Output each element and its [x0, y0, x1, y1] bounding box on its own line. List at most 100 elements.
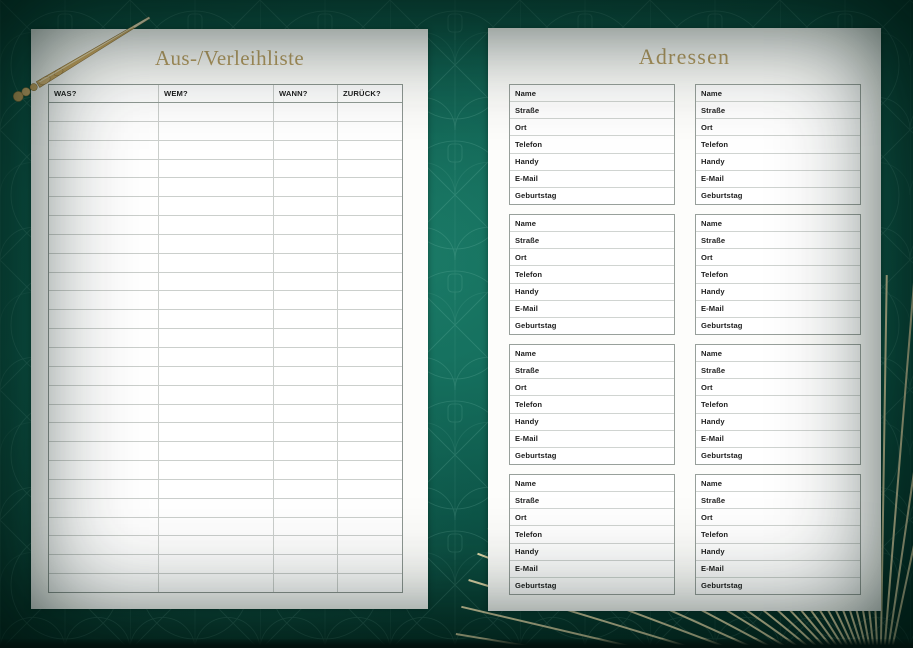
address-field-label: Ort	[515, 252, 527, 262]
lending-table-empty-cell	[159, 103, 274, 121]
lending-table-empty-cell	[49, 216, 159, 234]
address-field-row: Telefon	[696, 526, 860, 544]
lending-page-title: Aus-/Verleihliste	[154, 46, 305, 70]
address-field-label: Handy	[515, 157, 539, 167]
address-block: Name Straße Ort Telefon Handy E-Mail Geburtsta…	[695, 474, 861, 595]
lending-table-empty-cell	[338, 235, 402, 253]
address-field-row: Geburtstag	[696, 188, 860, 204]
lending-table-empty-cell	[338, 423, 402, 441]
address-field-row: Geburtstag	[510, 578, 674, 594]
lending-table-empty-cell	[274, 216, 338, 234]
lending-table-empty-cell	[274, 197, 338, 216]
lending-table-empty-cell	[274, 347, 338, 366]
lending-table-empty-cell	[159, 234, 274, 253]
address-field-row: E-Mail	[696, 301, 860, 318]
address-field-label: Telefon	[515, 269, 543, 279]
lending-table-empty-cell	[274, 423, 338, 442]
lending-table-empty-cell	[49, 404, 159, 423]
lending-table-row	[49, 574, 402, 592]
address-field-label: Geburtstag	[701, 581, 743, 591]
address-field-row: Ort	[510, 119, 674, 137]
address-field-label: Ort	[701, 122, 713, 132]
lending-table-empty-cell	[274, 291, 338, 310]
lending-table-empty-cell	[274, 310, 338, 329]
address-field-label: Name	[701, 348, 723, 358]
lending-table-empty-cell	[49, 385, 159, 404]
address-field-label: Name	[701, 88, 723, 98]
address-field-row: Ort	[510, 509, 674, 527]
address-field-row: Geburtstag	[510, 318, 674, 334]
address-field-row: Geburtstag	[510, 448, 674, 464]
lending-header-wann: WANN?	[274, 85, 338, 102]
lending-table-empty-cell	[159, 385, 274, 404]
address-field-row: Handy	[696, 544, 860, 561]
lending-table-empty-cell	[338, 405, 402, 423]
lending-table-empty-cell	[49, 310, 159, 329]
address-field-label: Straße	[515, 105, 540, 115]
address-block: Name Straße Ort Telefon Handy E-Mail Geburtsta…	[695, 214, 861, 335]
address-field-label: Geburtstag	[701, 321, 743, 331]
address-field-row: Name	[510, 215, 674, 233]
lending-table-empty-cell	[338, 291, 402, 309]
lending-table-empty-cell	[49, 253, 159, 272]
address-field-row: E-Mail	[696, 431, 860, 448]
address-field-row: Straße	[696, 362, 860, 380]
address-field-row: Geburtstag	[696, 448, 860, 464]
address-block: Name Straße Ort Telefon Handy E-Mail Geburtsta…	[509, 344, 675, 465]
lending-table-empty-cell	[338, 254, 402, 272]
address-field-label: E-Mail	[701, 174, 724, 184]
lending-list-page: Aus-/Verleihliste WAS? WEM? WANN? ZURÜCK…	[31, 29, 428, 609]
address-field-label: Ort	[701, 382, 713, 392]
address-field-label: Telefon	[701, 529, 729, 539]
address-field-label: Name	[701, 218, 723, 228]
address-field-label: Name	[515, 478, 537, 488]
address-field-row: Name	[510, 475, 674, 493]
address-field-label: Telefon	[701, 269, 729, 279]
address-field-row: E-Mail	[510, 561, 674, 578]
address-field-label: Ort	[701, 252, 713, 262]
address-field-row: Handy	[510, 544, 674, 561]
address-field-row: E-Mail	[696, 171, 860, 188]
address-field-row: Handy	[696, 414, 860, 431]
lending-table-row	[49, 234, 402, 254]
address-field-row: Ort	[510, 249, 674, 267]
lending-table-empty-cell	[49, 234, 159, 253]
address-field-row: Handy	[510, 284, 674, 301]
lending-table-empty-cell	[338, 461, 402, 479]
lending-table-empty-cell	[159, 197, 274, 216]
lending-table-row	[49, 517, 402, 537]
bottom-shadow-edge	[0, 639, 913, 648]
lending-table-empty-cell	[274, 442, 338, 461]
lending-table-row	[49, 216, 402, 235]
lending-table-empty-cell	[274, 103, 338, 121]
address-field-label: Name	[515, 218, 537, 228]
lending-table-row	[49, 178, 402, 198]
address-field-row: Name	[696, 475, 860, 493]
lending-table-row	[49, 291, 402, 311]
lending-table-empty-cell	[338, 160, 402, 178]
address-field-row: Straße	[696, 102, 860, 120]
lending-table-empty-cell	[49, 479, 159, 498]
lending-table-row	[49, 310, 402, 330]
lending-table-empty-cell	[159, 178, 274, 197]
lending-table-empty-cell	[159, 347, 274, 366]
address-field-label: Straße	[701, 105, 726, 115]
lending-table-empty-cell	[338, 367, 402, 385]
address-field-row: Telefon	[696, 396, 860, 414]
address-field-label: E-Mail	[701, 434, 724, 444]
address-field-row: Telefon	[696, 136, 860, 154]
address-field-row: Ort	[696, 509, 860, 527]
address-field-label: Geburtstag	[515, 191, 557, 201]
lending-table-empty-cell	[274, 234, 338, 253]
lending-table-empty-cell	[49, 103, 159, 121]
address-field-label: Straße	[701, 235, 726, 245]
address-field-label: Geburtstag	[701, 451, 743, 461]
address-field-label: Geburtstag	[701, 191, 743, 201]
lending-table-empty-cell	[338, 536, 402, 554]
lending-table: WAS? WEM? WANN? ZURÜCK?	[48, 84, 403, 593]
lending-table-row	[49, 121, 402, 141]
lending-table-empty-cell	[338, 555, 402, 573]
address-field-row: Name	[510, 345, 674, 363]
lending-table-empty-cell	[159, 479, 274, 498]
